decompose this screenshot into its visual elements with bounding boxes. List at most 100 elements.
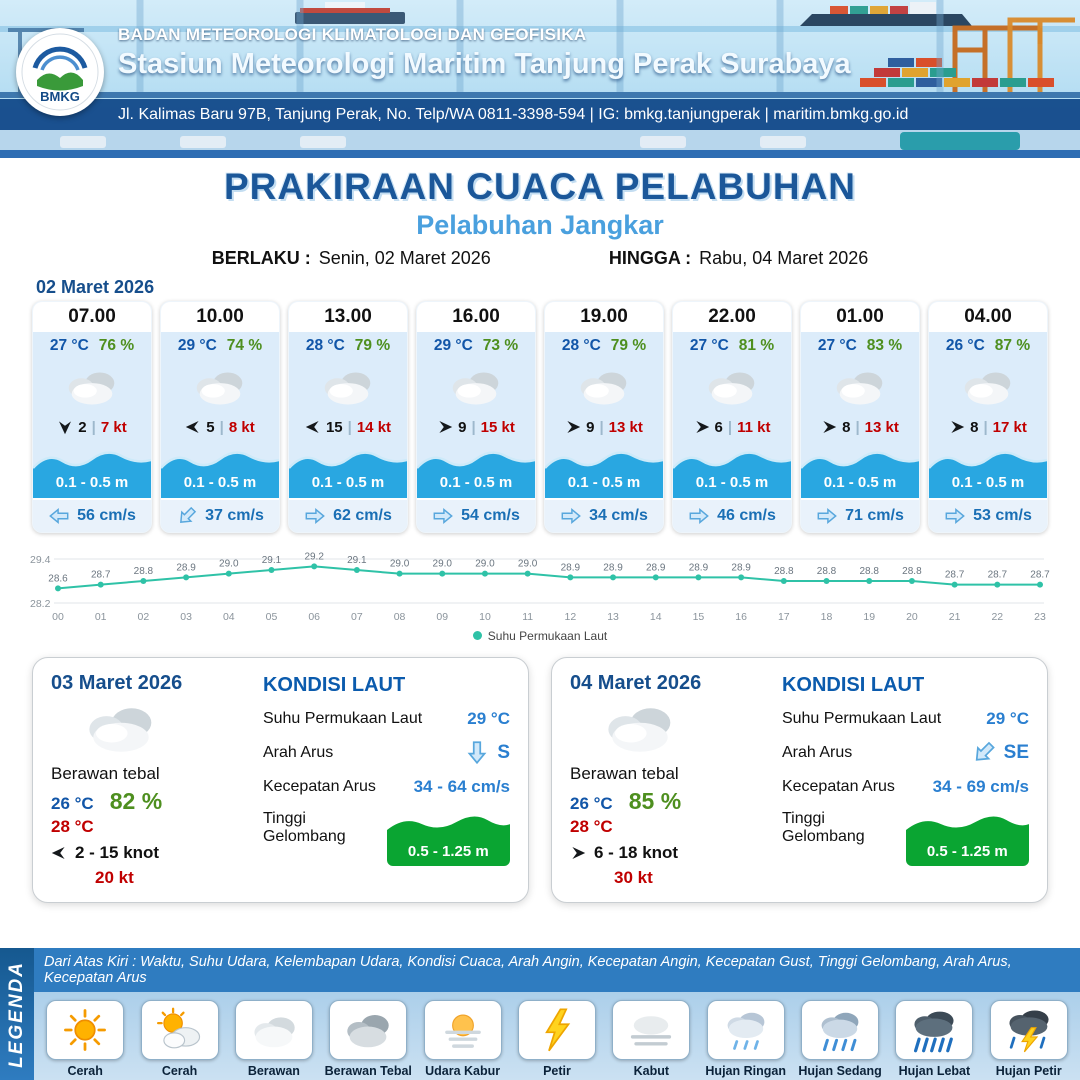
sea-conditions-title: KONDISI LAUT: [781, 673, 925, 696]
relative-humidity: 76 %: [98, 336, 135, 354]
temp-humidity-row: 28 °C 79 %: [289, 332, 407, 356]
separator: |: [471, 418, 476, 436]
svg-text:28.7: 28.7: [1030, 570, 1050, 581]
legend-section: LEGENDA Dari Atas Kiri : Waktu, Suhu Uda…: [0, 948, 1080, 1080]
wind-speed: 15: [325, 418, 343, 436]
svg-text:09: 09: [436, 611, 448, 623]
current-direction-icon: [560, 507, 582, 525]
current-speed: 54 cm/s: [461, 506, 520, 524]
current-direction-icon: [173, 502, 201, 530]
legend-item-label: Hujan Sedang: [798, 1064, 882, 1078]
cloudy-icon: [77, 699, 253, 762]
current-speed: 34 cm/s: [589, 506, 648, 524]
svg-text:28.9: 28.9: [689, 562, 709, 573]
wind-speed: 9: [458, 418, 467, 436]
current-speed-value: 34 - 64 cm/s: [413, 776, 510, 796]
wind-direction-icon: [570, 845, 586, 861]
cloudy-icon: [33, 356, 151, 418]
sst-label: Suhu Permukaan Laut: [262, 709, 423, 727]
svg-text:29.0: 29.0: [518, 559, 538, 570]
current-speed: 37 cm/s: [205, 506, 264, 524]
wave-height: 0.1 - 0.5 m: [951, 473, 1025, 491]
forecast-time: 04.00: [929, 301, 1047, 332]
cloudy-icon: [929, 356, 1047, 418]
current-speed-value: 34 - 69 cm/s: [932, 776, 1029, 796]
legend-item-label: Petir: [543, 1064, 571, 1078]
wave-height-label: Tinggi Gelombang: [781, 809, 865, 845]
svg-text:28.7: 28.7: [945, 570, 965, 581]
wind-speed: 8: [842, 418, 851, 436]
relative-humidity: 79 %: [610, 336, 647, 354]
cloudy-icon: [417, 356, 535, 418]
air-temperature: 27 °C: [49, 336, 89, 354]
gust-speed: 15 kt: [480, 418, 515, 436]
max-temperature: 28 °C: [51, 816, 94, 836]
gust-speed: 20 kt: [95, 867, 134, 887]
current-speed: 71 cm/s: [845, 506, 904, 524]
svg-text:21: 21: [949, 611, 961, 623]
valid-until-value: Rabu, 04 Maret 2026: [699, 247, 869, 268]
hourly-forecast-row: 07.00 27 °C 76 % 2 | 7 kt 0.1 - 0.5 m 56…: [32, 300, 1048, 533]
forecast-time: 22.00: [673, 301, 791, 332]
gust-speed: 14 kt: [356, 418, 392, 436]
hourly-forecast-card: 19.00 28 °C 79 % 9 | 13 kt 0.1 - 0.5 m 3…: [544, 300, 664, 533]
current-row: 71 cm/s: [801, 497, 919, 532]
current-direction-value-group: S: [464, 741, 510, 765]
svg-text:28.8: 28.8: [774, 566, 794, 577]
sun-cloud-icon: [140, 1000, 219, 1060]
separator: |: [347, 418, 352, 436]
wind-row: 8 | 17 kt: [929, 418, 1047, 442]
relative-humidity: 73 %: [482, 336, 519, 354]
current-speed: 56 cm/s: [77, 506, 136, 524]
svg-text:22: 22: [991, 611, 1003, 623]
forecast-time: 19.00: [545, 301, 663, 332]
svg-text:04: 04: [223, 611, 235, 623]
weather-condition: Berawan tebal: [570, 763, 679, 783]
air-temperature: 27 °C: [689, 336, 729, 354]
wave-height-band: 0.1 - 0.5 m: [289, 442, 407, 498]
current-speed: 53 cm/s: [973, 506, 1032, 524]
relative-humidity: 87 %: [994, 336, 1031, 354]
wave-height-band: 0.1 - 0.5 m: [417, 442, 535, 498]
gust-speed: 7 kt: [100, 418, 127, 436]
wind-row: 9 | 15 kt: [417, 418, 535, 442]
cloudy-icon: [545, 356, 663, 418]
svg-text:00: 00: [52, 611, 64, 623]
legend-item: Udara Kabur: [418, 1000, 508, 1079]
wave-height-band: 0.1 - 0.5 m: [545, 442, 663, 498]
legend-item-label: Udara Kabur: [425, 1064, 501, 1078]
daily-forecast-card: 04 Maret 2026 Berawan tebal 26 °C 85 % 2…: [551, 656, 1048, 903]
weather-condition: Berawan tebal: [51, 763, 160, 783]
wind-speed: 9: [586, 418, 595, 436]
address-bar: Jl. Kalimas Baru 97B, Tanjung Perak, No.…: [0, 99, 1080, 130]
gust-speed: 11 kt: [737, 418, 771, 436]
legend-item: Cerah Berawan: [135, 1000, 225, 1080]
current-speed: 62 cm/s: [333, 506, 392, 524]
legend-item: Hujan Petir: [984, 1000, 1074, 1079]
air-temperature: 28 °C: [561, 336, 601, 354]
sea-conditions-title: KONDISI LAUT: [262, 673, 406, 696]
separator: |: [219, 418, 224, 436]
address-text: Jl. Kalimas Baru 97B, Tanjung Perak, No.…: [118, 105, 909, 123]
separator: |: [983, 418, 988, 436]
svg-text:18: 18: [821, 611, 833, 623]
svg-text:29.1: 29.1: [347, 555, 367, 566]
current-row: 53 cm/s: [929, 497, 1047, 532]
cloudy-icon: [673, 356, 791, 418]
page-title: PRAKIRAAN CUACA PELABUHAN: [223, 166, 857, 207]
svg-text:29.1: 29.1: [262, 555, 282, 566]
current-row: 56 cm/s: [33, 497, 151, 532]
forecast-time: 07.00: [33, 301, 151, 332]
min-temperature: 26 °C: [51, 793, 94, 813]
svg-text:28.9: 28.9: [646, 562, 666, 573]
temp-humidity-row: 26 °C 87 %: [929, 332, 1047, 356]
wave-height: 0.1 - 0.5 m: [183, 473, 257, 491]
current-speed-row: Kecepatan Arus 34 - 64 cm/s: [263, 777, 510, 797]
chart-legend-label: Suhu Permukaan Laut: [487, 628, 608, 643]
svg-text:29.0: 29.0: [390, 559, 410, 570]
current-direction-icon: [816, 507, 838, 525]
daily-forecast-row: 03 Maret 2026 Berawan tebal 26 °C 82 % 2…: [32, 656, 1048, 903]
air-temperature: 29 °C: [177, 336, 217, 354]
current-direction-label: Arah Arus: [781, 743, 853, 761]
legend-main: Dari Atas Kiri : Waktu, Suhu Udara, Kele…: [34, 948, 1080, 1080]
